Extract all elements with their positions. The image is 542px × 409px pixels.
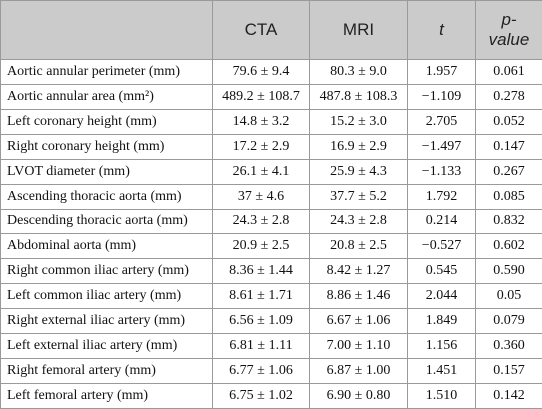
- table-cell: −1.133: [407, 158, 476, 185]
- table-cell: 24.3 ± 2.8: [212, 208, 310, 235]
- header-cell: CTA: [212, 0, 310, 60]
- table-cell: 489.2 ± 108.7: [212, 83, 310, 110]
- table-cell: 26.1 ± 4.1: [212, 158, 310, 185]
- table-cell: 0.052: [475, 108, 542, 135]
- table-body: Aortic annular perimeter (mm) 79.6 ± 9.4 8…: [0, 59, 542, 409]
- table-cell: 1.792: [407, 183, 476, 210]
- table-cell: 0.832: [475, 208, 542, 235]
- table-cell: 8.86 ± 1.46: [309, 283, 408, 310]
- row-label: Right coronary height (mm): [0, 133, 213, 160]
- table-cell: 8.36 ± 1.44: [212, 258, 310, 285]
- table-row: Right coronary height (mm) 17.2 ± 2.9 16.9…: [0, 133, 542, 160]
- header-cell: MRI: [309, 0, 408, 60]
- row-label: Right femoral artery (mm): [0, 358, 213, 384]
- table-cell: 6.75 ± 1.02: [212, 382, 310, 409]
- table-cell: 20.9 ± 2.5: [212, 233, 310, 260]
- table-cell: 0.157: [475, 358, 542, 384]
- table-cell: 0.147: [475, 133, 542, 160]
- row-label: LVOT diameter (mm): [0, 158, 213, 185]
- table-cell: 6.87 ± 1.00: [309, 358, 408, 384]
- table-row: Ascending thoracic aorta (mm) 37 ± 4.6 37.…: [0, 183, 542, 210]
- table-cell: −1.497: [407, 133, 476, 160]
- table-cell: 37 ± 4.6: [212, 183, 310, 210]
- table-cell: −0.527: [407, 233, 476, 260]
- table-row: Abdominal aorta (mm) 20.9 ± 2.5 20.8 ± 2.5…: [0, 233, 542, 260]
- table-row: Right femoral artery (mm) 6.77 ± 1.06 6.87…: [0, 358, 542, 384]
- header-row: CTA MRI t p-value: [0, 0, 542, 60]
- table-cell: 20.8 ± 2.5: [309, 233, 408, 260]
- row-label: Abdominal aorta (mm): [0, 233, 213, 260]
- table-cell: 1.957: [407, 59, 476, 85]
- table-cell: 6.77 ± 1.06: [212, 358, 310, 384]
- table-header: CTA MRI t p-value: [0, 0, 542, 60]
- table-cell: 0.602: [475, 233, 542, 260]
- table-cell: 16.9 ± 2.9: [309, 133, 408, 160]
- table-cell: 1.156: [407, 333, 476, 360]
- table-cell: 0.142: [475, 382, 542, 409]
- table-cell: 1.510: [407, 382, 476, 409]
- table-row: Left femoral artery (mm) 6.75 ± 1.02 6.90 …: [0, 382, 542, 409]
- table-cell: 8.61 ± 1.71: [212, 283, 310, 310]
- table-row: Right common iliac artery (mm) 8.36 ± 1.4…: [0, 258, 542, 285]
- header-cell: t: [407, 0, 476, 60]
- table-cell: 0.061: [475, 59, 542, 85]
- table-cell: 0.267: [475, 158, 542, 185]
- row-label: Left external iliac artery (mm): [0, 333, 213, 360]
- table-cell: 17.2 ± 2.9: [212, 133, 310, 160]
- table-cell: 0.079: [475, 308, 542, 335]
- table-cell: 487.8 ± 108.3: [309, 83, 408, 110]
- table-row: Right external iliac artery (mm) 6.56 ± 1…: [0, 308, 542, 335]
- row-label: Right external iliac artery (mm): [0, 308, 213, 335]
- table-row: Left coronary height (mm) 14.8 ± 3.2 15.2 …: [0, 108, 542, 135]
- table-cell: 0.085: [475, 183, 542, 210]
- row-label: Aortic annular area (mm²): [0, 83, 213, 110]
- table-cell: 8.42 ± 1.27: [309, 258, 408, 285]
- table-cell: 14.8 ± 3.2: [212, 108, 310, 135]
- table-cell: 79.6 ± 9.4: [212, 59, 310, 85]
- table-cell: 0.545: [407, 258, 476, 285]
- table-cell: 1.849: [407, 308, 476, 335]
- table-row: LVOT diameter (mm) 26.1 ± 4.1 25.9 ± 4.3 −1…: [0, 158, 542, 185]
- table-cell: 24.3 ± 2.8: [309, 208, 408, 235]
- table-cell: 0.214: [407, 208, 476, 235]
- header-cell: p-value: [475, 0, 542, 60]
- table-row: Left external iliac artery (mm) 6.81 ± 1.…: [0, 333, 542, 360]
- table-cell: 7.00 ± 1.10: [309, 333, 408, 360]
- row-label: Ascending thoracic aorta (mm): [0, 183, 213, 210]
- table-cell: 6.90 ± 0.80: [309, 382, 408, 409]
- table-cell: 80.3 ± 9.0: [309, 59, 408, 85]
- table-cell: −1.109: [407, 83, 476, 110]
- row-label: Left coronary height (mm): [0, 108, 213, 135]
- table-cell: 37.7 ± 5.2: [309, 183, 408, 210]
- row-label: Descending thoracic aorta (mm): [0, 208, 213, 235]
- row-label: Left femoral artery (mm): [0, 382, 213, 409]
- table-cell: 6.67 ± 1.06: [309, 308, 408, 335]
- row-label: Aortic annular perimeter (mm): [0, 59, 213, 85]
- row-label: Right common iliac artery (mm): [0, 258, 213, 285]
- table-cell: 25.9 ± 4.3: [309, 158, 408, 185]
- table-cell: 0.590: [475, 258, 542, 285]
- table-cell: 6.81 ± 1.11: [212, 333, 310, 360]
- table-cell: 2.705: [407, 108, 476, 135]
- table-cell: 2.044: [407, 283, 476, 310]
- table-row: Aortic annular area (mm²) 489.2 ± 108.7 48…: [0, 83, 542, 110]
- header-cell: [0, 0, 213, 60]
- table-row: Descending thoracic aorta (mm) 24.3 ± 2.8…: [0, 208, 542, 235]
- table-cell: 6.56 ± 1.09: [212, 308, 310, 335]
- table-row: Left common iliac artery (mm) 8.61 ± 1.71…: [0, 283, 542, 310]
- table-cell: 0.278: [475, 83, 542, 110]
- row-label: Left common iliac artery (mm): [0, 283, 213, 310]
- table-row: Aortic annular perimeter (mm) 79.6 ± 9.4 8…: [0, 59, 542, 85]
- table-cell: 1.451: [407, 358, 476, 384]
- table-cell: 15.2 ± 3.0: [309, 108, 408, 135]
- table-cell: 0.05: [475, 283, 542, 310]
- table-cell: 0.360: [475, 333, 542, 360]
